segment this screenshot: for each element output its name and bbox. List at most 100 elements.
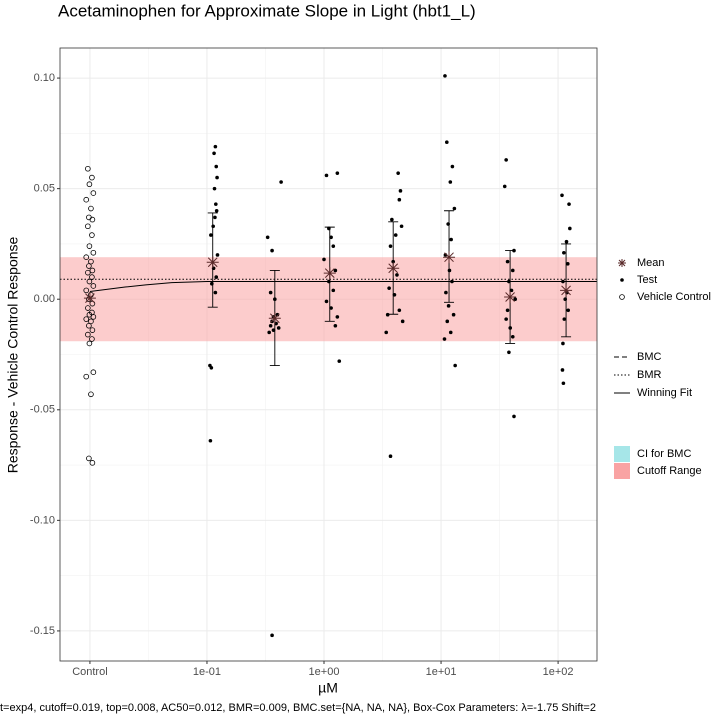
legend-label: Cutoff Range bbox=[637, 465, 702, 477]
test-point bbox=[568, 226, 572, 231]
vehicle-control-point bbox=[83, 287, 90, 294]
vehicle-control-point bbox=[86, 214, 92, 221]
vehicle-control-point bbox=[90, 314, 97, 320]
test-point bbox=[331, 288, 336, 293]
vehicle-control-point bbox=[85, 223, 91, 230]
vehicle-control-point bbox=[89, 327, 96, 333]
vehicle-control-point bbox=[88, 258, 94, 265]
y-tick-label: 0.00 bbox=[34, 293, 55, 305]
test-point bbox=[448, 330, 453, 335]
test-point bbox=[505, 259, 510, 264]
test-point bbox=[333, 323, 338, 328]
vehicle-control-point bbox=[83, 373, 90, 380]
caption: t=exp4, cutoff=0.019, top=0.008, AC50=0.… bbox=[0, 702, 596, 714]
test-point bbox=[512, 414, 516, 419]
test-point bbox=[445, 319, 450, 324]
test-point bbox=[396, 171, 400, 175]
test-point bbox=[397, 197, 402, 202]
test-point bbox=[502, 184, 507, 189]
test-point bbox=[444, 290, 448, 295]
vehicle-control-point bbox=[89, 274, 95, 280]
vehicle-control-point bbox=[89, 174, 95, 181]
test-point bbox=[331, 244, 336, 248]
test-point bbox=[385, 312, 390, 317]
vehicle-control-point bbox=[86, 455, 92, 462]
test-point bbox=[209, 365, 214, 370]
test-point bbox=[275, 312, 280, 317]
vehicle-control-point bbox=[86, 278, 93, 285]
test-point bbox=[211, 224, 215, 229]
vehicle-control-point bbox=[90, 283, 97, 289]
test-point bbox=[276, 326, 281, 330]
test-point bbox=[561, 341, 565, 346]
vehicle-control-point bbox=[90, 190, 97, 196]
vehicle-control-point bbox=[89, 267, 96, 274]
test-point bbox=[212, 186, 217, 191]
mean-point bbox=[83, 292, 96, 305]
vehicle-control-point bbox=[89, 336, 95, 342]
mean-point bbox=[387, 262, 400, 275]
test-point bbox=[215, 253, 220, 257]
mean-point bbox=[268, 312, 281, 325]
test-point bbox=[213, 215, 217, 220]
test-point bbox=[448, 180, 453, 184]
mean-point bbox=[206, 256, 219, 269]
test-point bbox=[215, 175, 219, 180]
y-tick-label: -0.05 bbox=[30, 404, 55, 416]
y-tick-label: -0.10 bbox=[30, 514, 55, 526]
fit-line bbox=[89, 281, 597, 292]
vehicle-control-point bbox=[89, 460, 96, 466]
test-point bbox=[442, 337, 447, 341]
x-tick-label: 1e+01 bbox=[426, 666, 457, 678]
vehicle-control-point bbox=[85, 331, 91, 338]
test-point bbox=[279, 180, 283, 184]
test-point bbox=[452, 206, 457, 211]
test-point bbox=[333, 268, 338, 273]
test-point bbox=[208, 438, 213, 443]
test-point bbox=[560, 368, 565, 372]
vehicle-control-point bbox=[86, 340, 93, 347]
test-point bbox=[445, 140, 449, 145]
test-point bbox=[449, 237, 453, 242]
x-axis-label: µM bbox=[318, 680, 338, 696]
test-point bbox=[268, 323, 273, 328]
test-point bbox=[335, 171, 340, 175]
test-point bbox=[213, 144, 218, 149]
legend-label: Winning Fit bbox=[637, 387, 692, 399]
vehicle-control-point bbox=[83, 196, 90, 203]
test-point bbox=[388, 244, 393, 248]
test-point bbox=[507, 350, 511, 355]
vehicle-control-point bbox=[89, 232, 95, 238]
vehicle-control-point bbox=[83, 254, 90, 260]
test-point bbox=[443, 74, 447, 78]
test-point bbox=[560, 193, 564, 198]
test-point bbox=[209, 233, 213, 237]
test-point bbox=[322, 257, 326, 262]
legend-key bbox=[614, 463, 630, 479]
vehicle-control-point bbox=[86, 243, 93, 249]
test-point bbox=[395, 273, 399, 277]
test-point bbox=[388, 454, 393, 459]
mean-point bbox=[323, 267, 336, 280]
panel-border bbox=[59, 47, 598, 662]
legend-label: CI for BMC bbox=[637, 448, 691, 460]
test-point bbox=[567, 202, 571, 206]
test-point bbox=[324, 173, 329, 178]
test-point bbox=[214, 275, 219, 279]
test-point bbox=[214, 208, 219, 213]
test-point bbox=[450, 279, 454, 284]
test-point bbox=[561, 381, 566, 386]
legend-key bbox=[614, 446, 630, 462]
test-point bbox=[390, 217, 394, 222]
y-tick-label: -0.15 bbox=[30, 625, 55, 637]
vehicle-control-point bbox=[85, 165, 91, 172]
test-point bbox=[267, 330, 271, 335]
test-point bbox=[214, 164, 219, 169]
test-point bbox=[565, 262, 570, 266]
vehicle-control-point bbox=[88, 391, 94, 398]
test-point bbox=[562, 250, 566, 255]
vehicle-control-point bbox=[90, 249, 97, 256]
y-axis-label: Response - Vehicle Control Response bbox=[5, 236, 21, 473]
